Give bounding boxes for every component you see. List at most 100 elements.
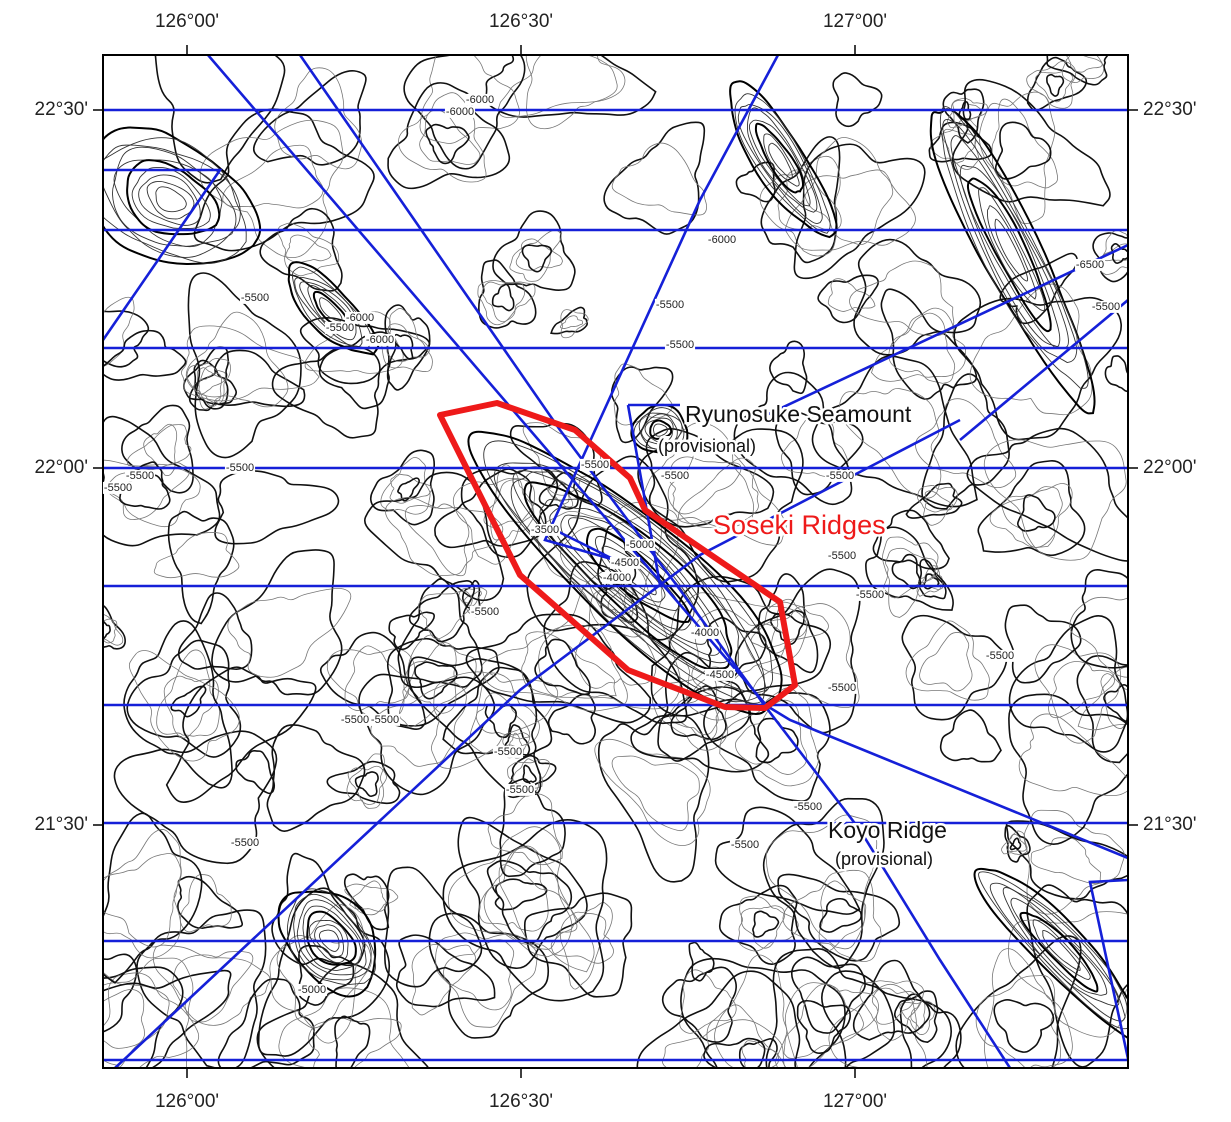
contour <box>905 620 990 701</box>
contour <box>1061 55 1105 84</box>
contour <box>431 671 559 769</box>
contour <box>285 234 332 264</box>
contour <box>266 724 366 832</box>
contour <box>817 274 879 324</box>
contour <box>748 119 811 207</box>
contour <box>734 568 861 734</box>
contour-label: -5500 <box>326 322 354 334</box>
contour <box>768 142 793 179</box>
contour <box>891 553 922 590</box>
lon-label-bottom: 127°00' <box>823 1091 887 1112</box>
contour <box>703 692 831 802</box>
contour <box>917 484 958 526</box>
contour <box>349 880 387 912</box>
contour <box>1010 897 1108 996</box>
contour <box>152 944 271 1026</box>
contour <box>442 819 608 1002</box>
contour <box>384 304 431 391</box>
contour <box>729 80 838 239</box>
contour-label-bg <box>492 745 524 758</box>
contour <box>346 753 385 809</box>
contour <box>526 455 700 641</box>
contour <box>308 1016 402 1068</box>
contour-label-bg <box>529 523 561 536</box>
contour <box>414 661 458 700</box>
contour <box>347 765 387 805</box>
contour <box>832 72 883 128</box>
contour <box>103 953 138 1033</box>
contour <box>227 587 352 678</box>
contour <box>1006 833 1028 852</box>
contour <box>763 133 800 187</box>
contour-label-bg <box>984 649 1016 662</box>
contour-label: -5500 <box>986 650 1014 662</box>
contour <box>384 866 483 988</box>
contour <box>679 969 737 1034</box>
contour <box>523 892 633 998</box>
contour <box>1103 683 1128 723</box>
place-name: Ryunosuke Seamount <box>685 401 912 427</box>
contour <box>662 1019 788 1068</box>
contour <box>853 238 982 356</box>
contour <box>703 1037 766 1068</box>
contour <box>762 797 885 969</box>
contour <box>167 510 235 625</box>
contour-label: -4500 <box>706 669 734 681</box>
contour-label-bg <box>224 461 256 474</box>
contour <box>819 897 862 933</box>
contour <box>521 244 553 273</box>
contour <box>1034 644 1122 744</box>
contour <box>543 561 688 725</box>
contour <box>103 989 145 1049</box>
contour <box>784 137 916 251</box>
contour <box>392 333 414 360</box>
contour <box>1032 919 1091 980</box>
contour <box>235 749 276 795</box>
contour <box>550 913 614 964</box>
contour <box>277 222 340 277</box>
survey-line <box>959 299 1128 441</box>
contour <box>1046 55 1109 86</box>
lon-label-bottom: 126°30' <box>489 1091 553 1112</box>
contour-label-bg <box>504 783 536 796</box>
contour <box>939 106 1089 389</box>
contour <box>915 398 1017 489</box>
contour <box>959 164 1061 348</box>
contour <box>487 793 563 866</box>
contour <box>747 107 818 213</box>
contour <box>1077 666 1128 731</box>
contour <box>380 457 431 515</box>
contour <box>1048 661 1115 719</box>
contour <box>386 637 500 727</box>
contour <box>411 944 476 1016</box>
contour <box>611 142 708 216</box>
contour <box>1001 830 1028 856</box>
contour <box>929 108 1096 415</box>
contour <box>737 104 823 225</box>
contour <box>407 656 542 797</box>
contour <box>491 283 515 312</box>
survey-line <box>114 418 961 1068</box>
contour-label: -6000 <box>466 94 494 106</box>
survey-line <box>1088 878 1128 1065</box>
contour <box>521 631 617 698</box>
contour <box>467 430 783 715</box>
contour-label: -5500 <box>581 459 609 471</box>
contour <box>641 413 678 445</box>
contour <box>326 760 401 805</box>
contour <box>165 666 317 803</box>
contour <box>760 136 841 264</box>
contour <box>613 363 673 426</box>
contour <box>942 118 1078 364</box>
contour <box>478 259 537 329</box>
contour <box>649 419 673 440</box>
survey-line <box>626 403 680 586</box>
contour <box>419 55 520 144</box>
contour <box>560 514 708 645</box>
contour <box>103 957 194 1068</box>
contour-label-bg <box>296 983 328 996</box>
contour <box>465 613 652 724</box>
contour <box>469 672 540 754</box>
contour <box>777 873 901 962</box>
